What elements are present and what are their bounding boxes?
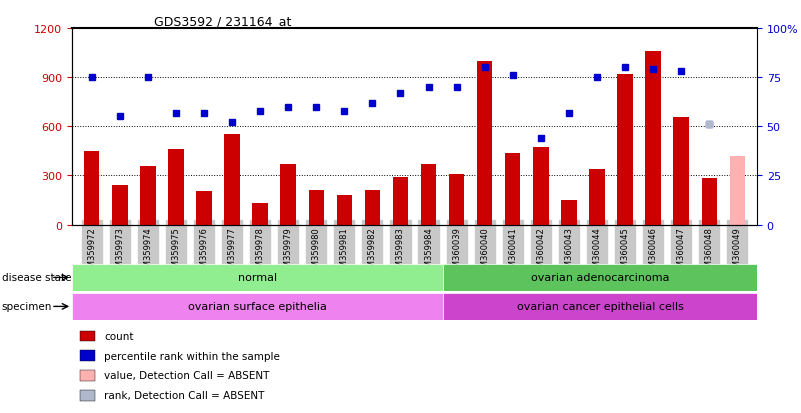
Bar (196, 191, 211, 225)
Bar (112, 185, 127, 225)
Bar (702, 179, 717, 225)
Text: GDS3592 / 231164_at: GDS3592 / 231164_at (155, 15, 292, 28)
Bar (443, 264, 757, 291)
Text: value, Detection Call = ABSENT: value, Detection Call = ABSENT (104, 370, 269, 380)
Bar (252, 204, 268, 225)
Bar (168, 150, 183, 225)
Text: specimen: specimen (2, 301, 52, 312)
Bar (449, 175, 465, 225)
Bar (618, 75, 633, 225)
Bar (562, 201, 577, 225)
Bar (392, 178, 409, 225)
Bar (533, 147, 549, 225)
Bar (443, 293, 757, 320)
Bar (590, 170, 605, 225)
Bar (674, 118, 689, 225)
Bar (72, 264, 443, 291)
Bar (730, 157, 745, 225)
Bar (477, 62, 493, 225)
Text: percentile rank within the sample: percentile rank within the sample (104, 351, 280, 361)
Text: ovarian cancer epithelial cells: ovarian cancer epithelial cells (517, 301, 683, 312)
Text: normal: normal (238, 273, 277, 283)
Bar (364, 190, 380, 225)
Text: ovarian surface epithelia: ovarian surface epithelia (188, 301, 327, 312)
Text: ovarian adenocarcinoma: ovarian adenocarcinoma (531, 273, 670, 283)
Bar (646, 52, 661, 225)
Text: disease state: disease state (2, 273, 71, 283)
Bar (308, 191, 324, 225)
Bar (72, 293, 443, 320)
Bar (224, 134, 239, 225)
Bar (84, 152, 99, 225)
Bar (140, 167, 155, 225)
Text: count: count (104, 331, 134, 341)
Text: rank, Detection Call = ABSENT: rank, Detection Call = ABSENT (104, 390, 264, 400)
Bar (421, 165, 437, 225)
Bar (280, 165, 296, 225)
Bar (336, 195, 352, 225)
Bar (505, 153, 521, 225)
